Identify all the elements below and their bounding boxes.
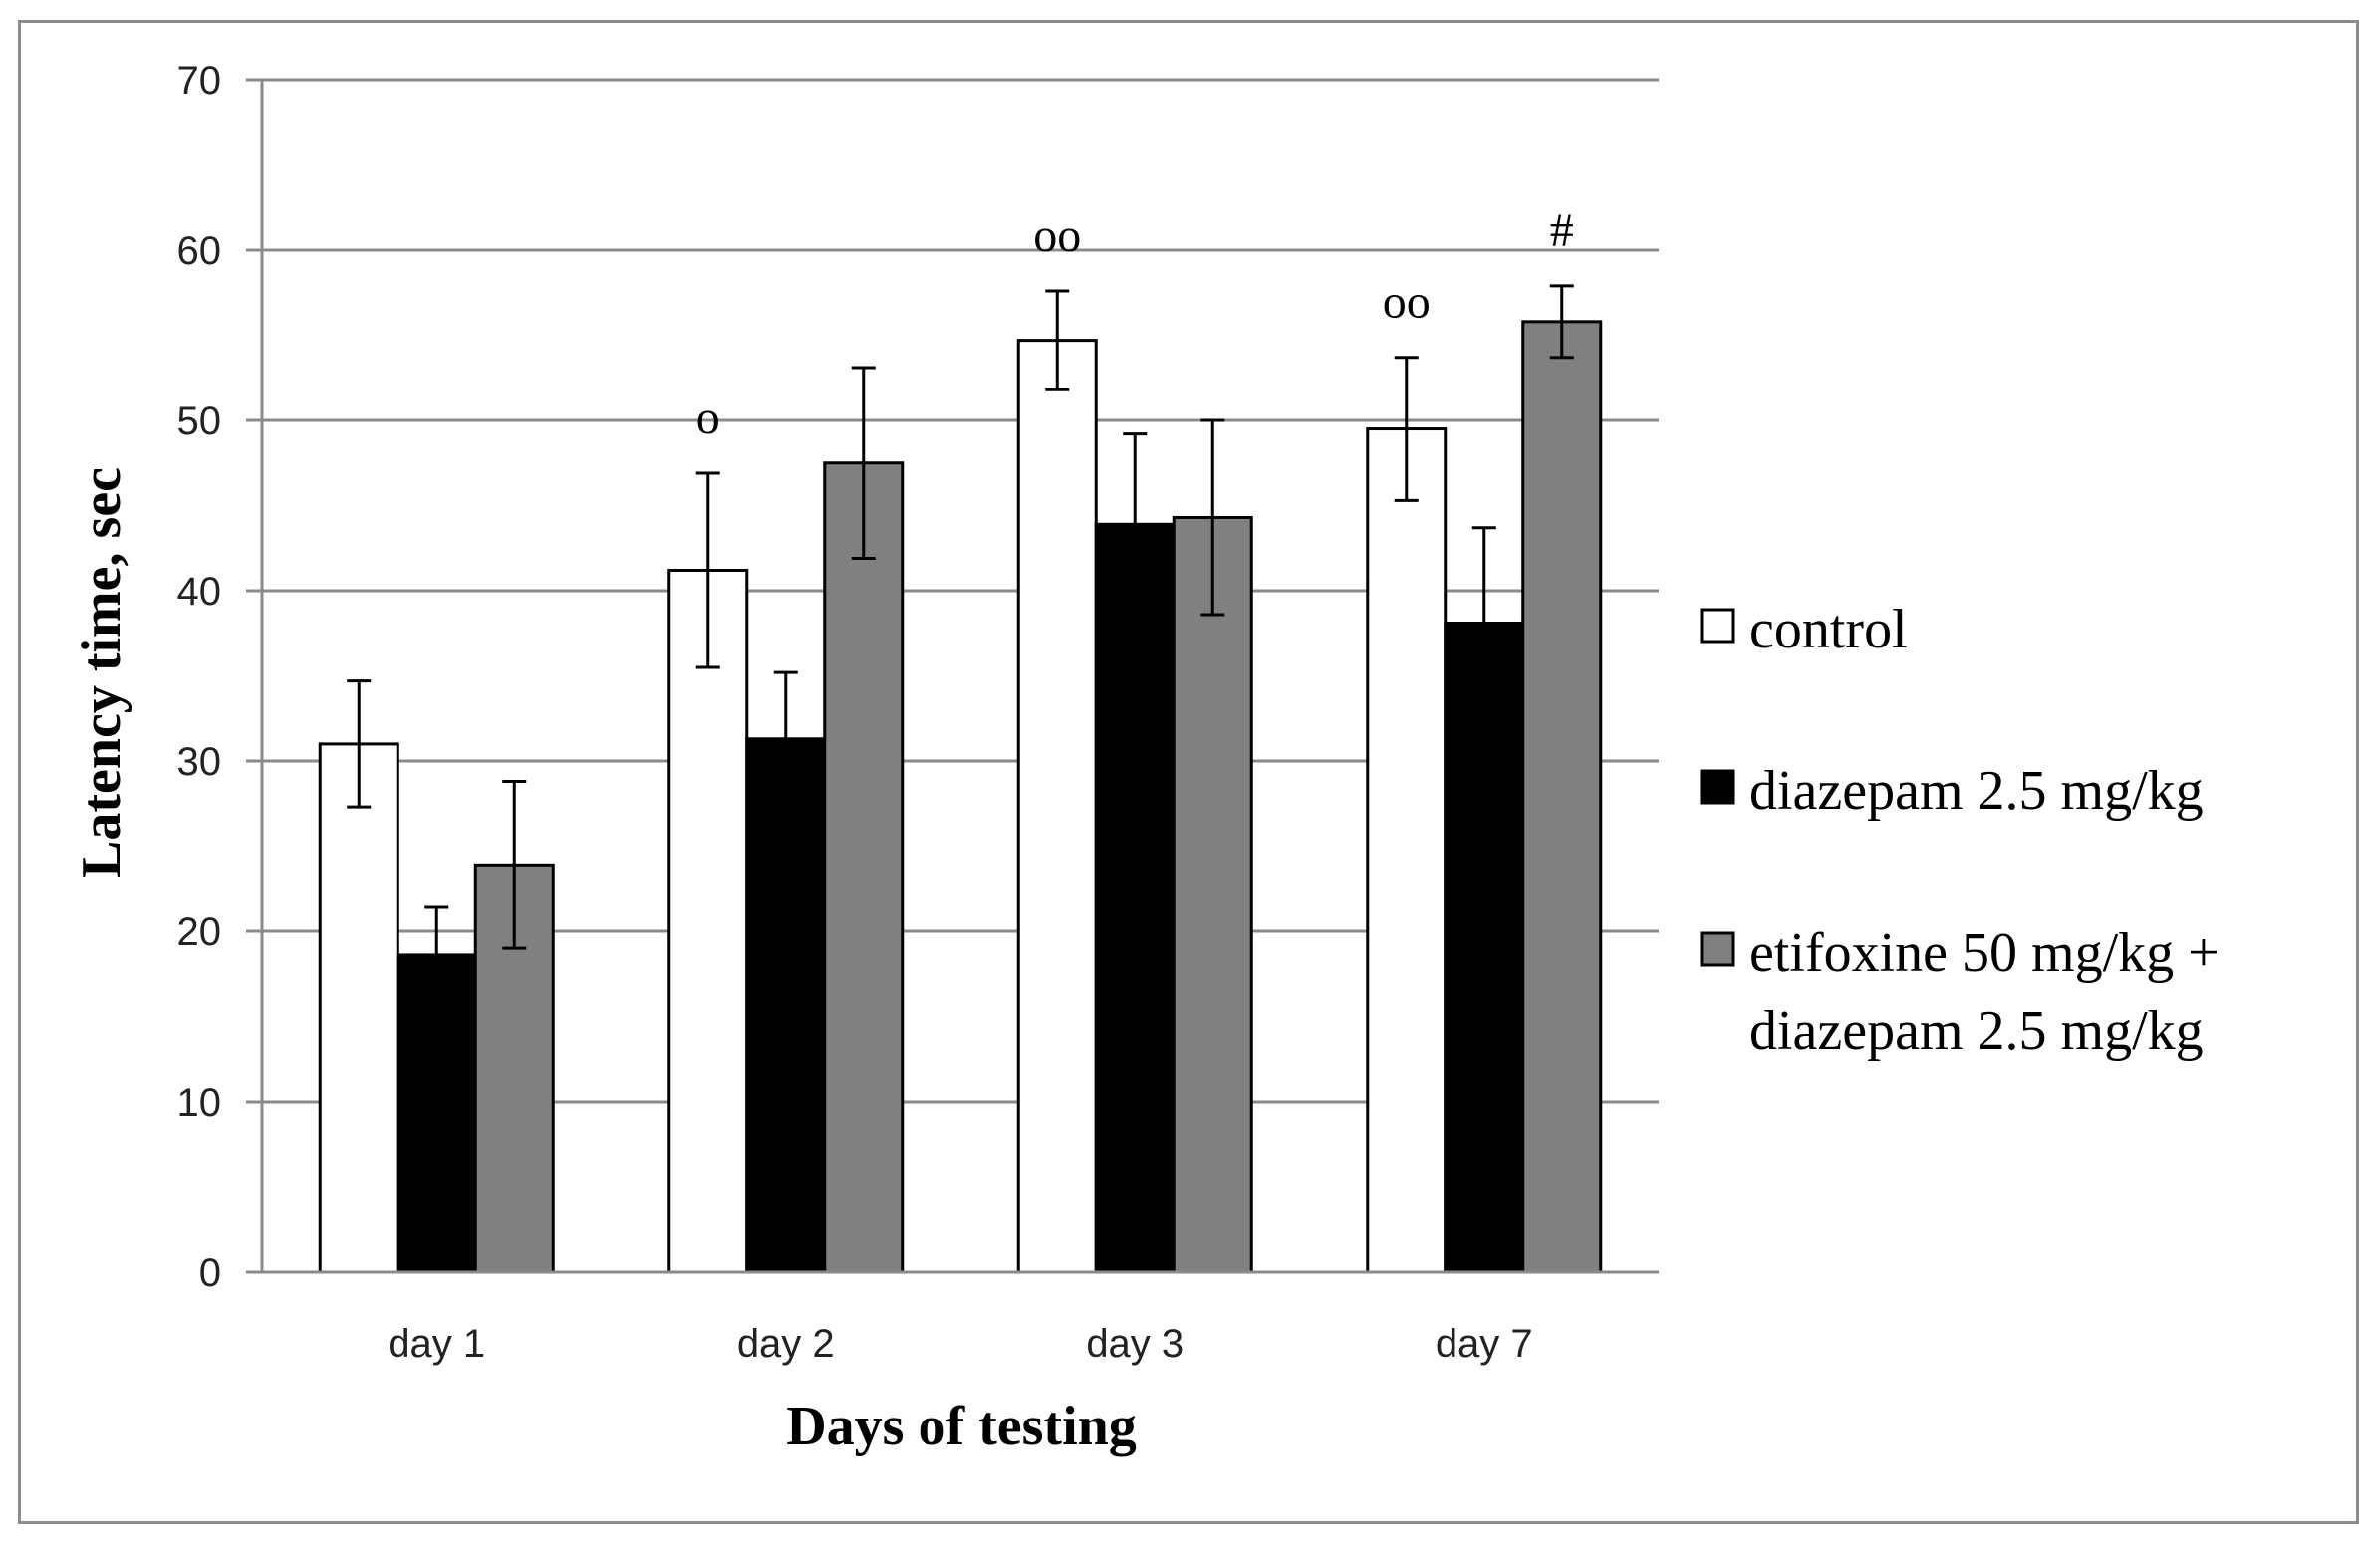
bar bbox=[318, 742, 399, 1274]
y-tick-label: 20 bbox=[177, 910, 222, 954]
y-tick-label: 0 bbox=[199, 1251, 221, 1295]
bar bbox=[667, 568, 749, 1274]
significance-marker: # bbox=[1550, 204, 1574, 257]
x-tick-label: day 2 bbox=[737, 1322, 835, 1366]
bar bbox=[1172, 515, 1253, 1274]
x-tick-label: day 3 bbox=[1086, 1322, 1184, 1366]
y-tick-label: 60 bbox=[177, 229, 222, 273]
legend-swatch bbox=[1700, 931, 1735, 967]
y-tick-label: 50 bbox=[177, 399, 222, 443]
bar bbox=[1366, 427, 1448, 1274]
bar bbox=[1521, 320, 1603, 1274]
axes: 0 10 20 30 40 50 60 70 day 1 day 2 day 3 day 7 bbox=[177, 59, 1659, 1366]
legend-swatch bbox=[1700, 608, 1735, 644]
x-tick-label: day 7 bbox=[1436, 1322, 1533, 1366]
significance-marker: oo bbox=[1383, 276, 1431, 329]
significance-marker: o bbox=[696, 391, 720, 444]
legend: control diazepam 2.5 mg/kg etifoxine 50 mg… bbox=[1700, 599, 2220, 1062]
significance-marker: oo bbox=[1033, 209, 1081, 262]
y-axis-title: Latency time, sec bbox=[71, 467, 132, 878]
bar bbox=[1444, 621, 1525, 1274]
legend-label: control bbox=[1749, 599, 1908, 660]
legend-swatch bbox=[1700, 769, 1735, 805]
legend-label: diazepam 2.5 mg/kg bbox=[1749, 1000, 2204, 1062]
legend-label: etifoxine 50 mg/kg + bbox=[1749, 922, 2220, 984]
y-tick-label: 10 bbox=[177, 1081, 222, 1125]
bar bbox=[823, 461, 905, 1274]
bar bbox=[1016, 339, 1098, 1274]
y-tick-label: 70 bbox=[177, 59, 222, 103]
x-tick-label: day 1 bbox=[388, 1322, 485, 1366]
legend-label: diazepam 2.5 mg/kg bbox=[1749, 760, 2204, 822]
y-tick-label: 30 bbox=[177, 740, 222, 784]
bar bbox=[745, 737, 827, 1274]
x-axis-title: Days of testing bbox=[786, 1396, 1137, 1457]
y-tick-label: 40 bbox=[177, 570, 222, 614]
bar bbox=[1094, 522, 1176, 1274]
